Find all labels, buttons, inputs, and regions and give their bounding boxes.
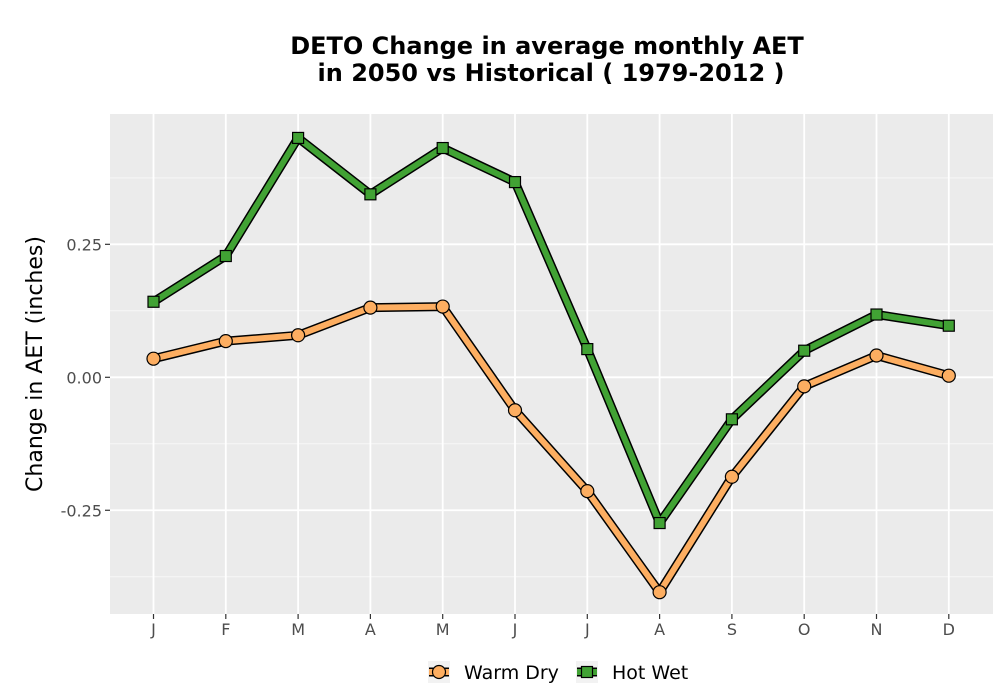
data-point: [798, 344, 811, 357]
legend: Warm Dry Hot Wet: [428, 661, 688, 684]
x-tick-label: A: [365, 620, 376, 639]
data-point: [507, 403, 523, 418]
data-point: [292, 131, 305, 145]
data-point: [869, 348, 884, 363]
x-tick-label: F: [221, 620, 230, 639]
minor-gridlines: [110, 177, 993, 578]
legend-label: Warm Dry: [464, 662, 559, 684]
data-point: [724, 469, 740, 484]
y-axis: -0.25 0.00 0.25: [61, 235, 110, 520]
y-tick-label: -0.25: [61, 501, 102, 520]
series-layer: [146, 131, 956, 600]
series-warm-dry: [146, 299, 956, 600]
data-point: [436, 141, 449, 155]
data-point: [435, 299, 450, 314]
data-point: [291, 328, 306, 343]
data-point: [652, 585, 667, 600]
data-point: [941, 368, 956, 383]
x-tick-label: M: [291, 620, 305, 639]
chart-title-line-2: in 2050 vs Historical ( 1979-2012 ): [318, 59, 785, 87]
x-tick-label: J: [512, 620, 518, 639]
series-line: [150, 303, 952, 596]
data-point: [218, 334, 233, 349]
x-tick-label: J: [150, 620, 156, 639]
data-point: [581, 343, 594, 356]
data-point: [653, 516, 666, 530]
y-tick-label: 0.00: [66, 368, 102, 387]
data-point: [146, 351, 161, 366]
series-hot-wet: [147, 131, 955, 530]
data-point: [508, 175, 522, 189]
data-point: [147, 295, 160, 308]
legend-label: Hot Wet: [612, 662, 688, 684]
major-gridlines: [110, 114, 993, 614]
x-tick-label: J: [584, 620, 590, 639]
x-tick-label: A: [654, 620, 665, 639]
data-point: [580, 484, 595, 499]
legend-key-marker: [431, 664, 447, 680]
legend-item-warm-dry: Warm Dry: [428, 661, 559, 684]
data-point: [942, 319, 955, 332]
data-point: [797, 379, 812, 394]
chart-title-line-1: DETO Change in average monthly AET: [290, 32, 804, 60]
data-point: [725, 413, 739, 426]
x-tick-label: N: [871, 620, 883, 639]
legend-item-hot-wet: Hot Wet: [576, 661, 688, 684]
x-tick-label: O: [798, 620, 811, 639]
x-tick-label: D: [943, 620, 955, 639]
legend-key-marker: [580, 665, 594, 679]
data-point: [364, 188, 377, 201]
data-point: [870, 308, 883, 321]
y-axis-label: Change in AET (inches): [23, 236, 48, 492]
x-tick-label: M: [436, 620, 450, 639]
data-point: [219, 249, 232, 263]
series-line: [150, 134, 952, 526]
x-tick-label: S: [727, 620, 737, 639]
data-point: [363, 300, 378, 315]
y-tick-label: 0.25: [66, 235, 102, 254]
